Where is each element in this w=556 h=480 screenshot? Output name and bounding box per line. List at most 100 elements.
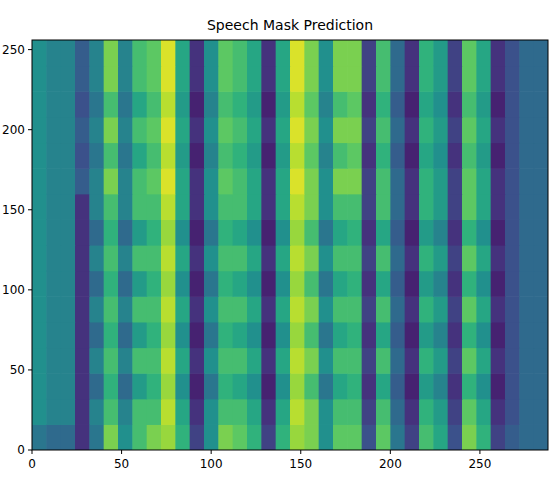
cell — [448, 399, 463, 425]
cell — [347, 219, 362, 245]
cell — [233, 143, 248, 169]
cell — [476, 373, 491, 399]
cell — [89, 143, 104, 169]
cell — [390, 219, 405, 245]
cell — [505, 296, 520, 322]
x-tick — [390, 450, 391, 454]
cell — [376, 424, 391, 450]
cell — [204, 399, 219, 425]
cell — [290, 348, 305, 374]
chart: 050100150200250050100150200250Speech Mas… — [0, 0, 556, 480]
cell — [347, 424, 362, 450]
cell — [462, 66, 477, 92]
cell — [462, 117, 477, 143]
cell — [104, 117, 119, 143]
cell — [118, 245, 133, 271]
cell — [347, 40, 362, 66]
cell — [505, 424, 520, 450]
cell — [376, 117, 391, 143]
cell — [304, 219, 319, 245]
cell — [476, 296, 491, 322]
cell — [534, 296, 548, 322]
cell — [390, 91, 405, 117]
cell — [104, 219, 119, 245]
cell — [204, 424, 219, 450]
cell — [132, 245, 147, 271]
cell — [491, 348, 506, 374]
cell — [534, 91, 548, 117]
cell — [204, 194, 219, 220]
cell — [534, 66, 548, 92]
cell — [405, 168, 420, 194]
cell — [448, 348, 463, 374]
cell — [304, 296, 319, 322]
cell — [448, 296, 463, 322]
cell — [147, 143, 162, 169]
cell — [419, 66, 434, 92]
cell — [161, 322, 176, 348]
cell — [519, 322, 534, 348]
cell — [462, 424, 477, 450]
cell — [118, 168, 133, 194]
x-tick — [121, 450, 122, 454]
cell — [161, 117, 176, 143]
cell — [161, 348, 176, 374]
cell — [61, 322, 76, 348]
cell — [204, 219, 219, 245]
cell — [362, 66, 377, 92]
cell — [32, 40, 47, 66]
cell — [405, 322, 420, 348]
cell — [247, 245, 262, 271]
cell — [261, 219, 276, 245]
cell — [190, 296, 205, 322]
cell — [147, 245, 162, 271]
cell — [390, 373, 405, 399]
cell — [519, 143, 534, 169]
y-tick — [28, 369, 32, 370]
cell — [433, 40, 448, 66]
cell — [218, 245, 233, 271]
cell — [390, 322, 405, 348]
cell — [519, 40, 534, 66]
cell — [118, 322, 133, 348]
cell — [519, 117, 534, 143]
cell — [419, 296, 434, 322]
cell — [462, 245, 477, 271]
cell — [132, 296, 147, 322]
cell — [104, 348, 119, 374]
cell — [433, 194, 448, 220]
cell — [319, 245, 334, 271]
y-tick-label: 150 — [2, 203, 25, 217]
cell — [147, 117, 162, 143]
cell — [89, 348, 104, 374]
cell — [304, 348, 319, 374]
cell — [290, 66, 305, 92]
cell — [190, 143, 205, 169]
cell — [333, 143, 348, 169]
cell — [147, 296, 162, 322]
cell — [89, 322, 104, 348]
cell — [462, 348, 477, 374]
cell — [61, 245, 76, 271]
y-tick-label: 250 — [2, 43, 25, 57]
y-tick — [28, 450, 32, 451]
cell — [204, 322, 219, 348]
cell — [233, 373, 248, 399]
cell — [462, 219, 477, 245]
cell — [448, 91, 463, 117]
cell — [491, 219, 506, 245]
cell — [333, 219, 348, 245]
cell — [204, 143, 219, 169]
cell — [46, 373, 61, 399]
cell — [448, 40, 463, 66]
cell — [104, 245, 119, 271]
cell — [304, 194, 319, 220]
cell — [419, 143, 434, 169]
cell — [161, 91, 176, 117]
cell — [175, 117, 190, 143]
cell — [476, 91, 491, 117]
cell — [491, 66, 506, 92]
cell — [104, 373, 119, 399]
cell — [519, 194, 534, 220]
cell — [175, 322, 190, 348]
